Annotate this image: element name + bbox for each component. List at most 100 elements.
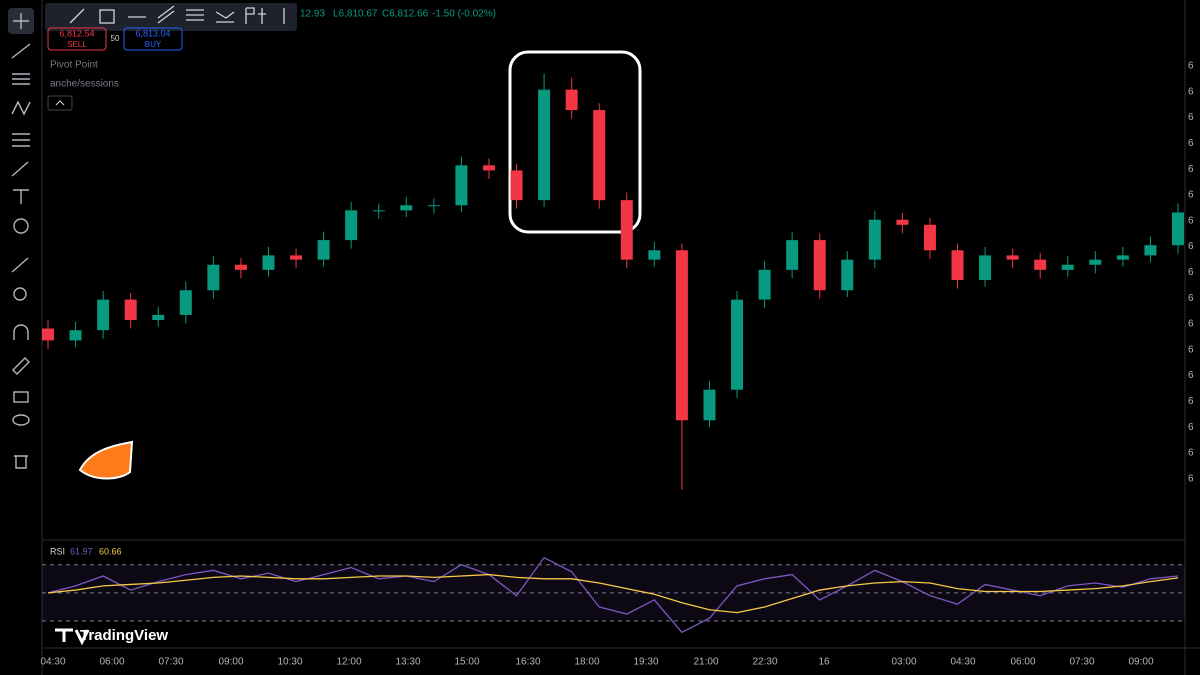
candle-body (951, 250, 964, 281)
quantity[interactable]: 50 (111, 34, 120, 43)
rsi-line (47, 556, 1179, 634)
candle-body (1006, 255, 1019, 260)
lock-draw-tool[interactable] (12, 357, 30, 375)
drawing-toolbar (45, 3, 297, 31)
candle-body (97, 299, 110, 331)
candle-body (482, 165, 495, 171)
brand: TradingView (80, 627, 168, 644)
candle-body (896, 219, 909, 225)
candle-body (703, 389, 716, 421)
candle-body (813, 240, 826, 291)
candle-body (1089, 259, 1102, 265)
candle-body (455, 165, 468, 206)
indicator-label[interactable]: Pivot Point (50, 60, 98, 71)
highlight-box (508, 50, 642, 234)
sell-button[interactable] (47, 27, 107, 51)
time-label: 21:00 (693, 657, 718, 668)
time-label: 15:00 (454, 657, 479, 668)
time-label: 22:30 (752, 657, 777, 668)
hide-tool[interactable] (12, 414, 30, 426)
rsi-title: RSI (50, 546, 65, 556)
measure-tool[interactable] (11, 257, 29, 273)
time-label: 04:30 (950, 657, 975, 668)
candle-body (1034, 259, 1047, 270)
collapse-icon (55, 100, 65, 106)
rsi-ma-value: 60.66 (99, 546, 122, 556)
forecast-tool[interactable] (12, 133, 30, 147)
price-scale-label: 6 (1188, 190, 1194, 201)
lock-tool[interactable] (13, 391, 29, 403)
icon-tool[interactable] (13, 218, 29, 234)
price-scale-label: 6 (1188, 473, 1194, 484)
indicator-label[interactable]: anche/sessions (50, 79, 119, 90)
collapse-button[interactable] (47, 95, 73, 111)
text-tool[interactable] (13, 189, 29, 204)
ohlc-value: 12.93 (300, 9, 325, 20)
rsi-line (47, 573, 1179, 614)
price-scale-label: 6 (1188, 319, 1194, 330)
left-toolbar (8, 8, 34, 469)
candle-body (427, 205, 440, 207)
brand-logo (55, 628, 90, 646)
time-label: 16:30 (515, 657, 540, 668)
pattern-tool[interactable] (11, 100, 31, 116)
delete-tool[interactable] (14, 455, 28, 469)
candle-body (1061, 264, 1074, 270)
candle-body (979, 255, 992, 281)
price-scale-label: 6 (1188, 344, 1194, 355)
time-label: 09:00 (218, 657, 243, 668)
candle-body (841, 259, 854, 291)
flag-tool[interactable] (245, 7, 255, 24)
buy-price[interactable]: 6,813.04 (135, 28, 170, 38)
buy-label[interactable]: BUY (145, 40, 162, 49)
time-label: 07:30 (1069, 657, 1094, 668)
crosshair-tool[interactable] (13, 13, 29, 29)
candle-body (538, 89, 551, 201)
brush-tool[interactable] (11, 161, 29, 177)
time-label: 03:00 (891, 657, 916, 668)
candle-body (124, 299, 137, 320)
ohlc-value: L6,810.67 (333, 9, 378, 20)
rect-tool[interactable] (99, 9, 115, 24)
price-scale-label: 6 (1188, 396, 1194, 407)
fib-tool[interactable] (12, 73, 30, 85)
time-label: 19:30 (633, 657, 658, 668)
channel-tool[interactable] (157, 5, 175, 24)
candle-body (620, 200, 633, 260)
candle-body (675, 250, 688, 421)
time-label: 07:30 (158, 657, 183, 668)
candle-body (372, 210, 385, 212)
candle-body (262, 255, 275, 270)
sell-label[interactable]: SELL (67, 40, 87, 49)
time-label: 06:00 (99, 657, 124, 668)
trend-tool[interactable] (69, 8, 85, 24)
candle-body (69, 330, 82, 341)
time-label: 04:30 (40, 657, 65, 668)
candle-body (290, 255, 303, 260)
path-tool[interactable] (215, 11, 235, 23)
time-label: 18:00 (574, 657, 599, 668)
candle-body (317, 240, 330, 260)
magnet-tool[interactable] (13, 324, 29, 340)
sell-price[interactable]: 6,812.54 (59, 28, 94, 38)
zoom-tool[interactable] (13, 287, 27, 301)
marker-tool[interactable] (258, 8, 266, 24)
ohlc-value: C6,812.66 (382, 9, 429, 20)
time-label: 12:00 (336, 657, 361, 668)
price-scale-label: 6 (1188, 86, 1194, 97)
candle-body (786, 240, 799, 270)
fib-tool-2[interactable] (186, 9, 204, 21)
candle-body (731, 299, 744, 390)
candle-body (1144, 245, 1157, 256)
candle-body (758, 269, 771, 300)
candle-body (923, 224, 936, 251)
candle-body (593, 110, 606, 201)
time-label: 06:00 (1010, 657, 1035, 668)
line-tool[interactable] (11, 43, 31, 59)
price-scale-label: 6 (1188, 241, 1194, 252)
time-label: 09:00 (1128, 657, 1153, 668)
rsi-value: 61.97 (70, 546, 93, 556)
buy-button[interactable] (123, 27, 183, 51)
